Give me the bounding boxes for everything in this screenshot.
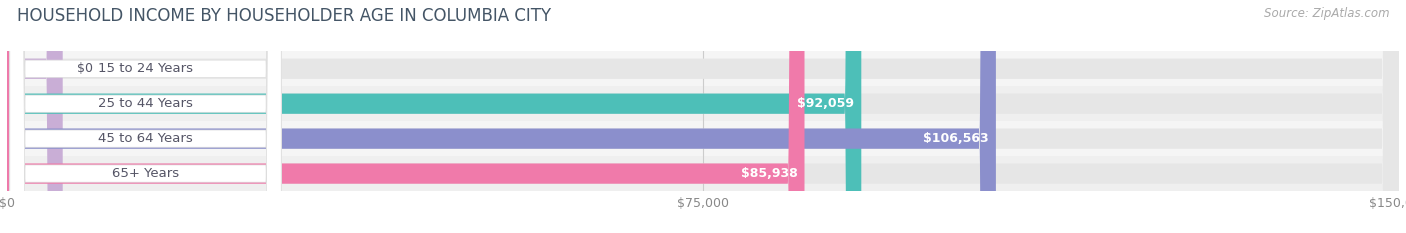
Text: $92,059: $92,059 [797, 97, 855, 110]
Text: $106,563: $106,563 [924, 132, 988, 145]
FancyBboxPatch shape [7, 0, 995, 233]
Bar [7, 51, 1399, 86]
Text: $0: $0 [77, 62, 93, 75]
FancyBboxPatch shape [10, 0, 281, 233]
FancyBboxPatch shape [7, 0, 1399, 233]
FancyBboxPatch shape [10, 0, 281, 233]
Text: $85,938: $85,938 [741, 167, 797, 180]
Bar [7, 156, 1399, 191]
FancyBboxPatch shape [7, 0, 862, 233]
Text: 65+ Years: 65+ Years [112, 167, 179, 180]
Text: 15 to 24 Years: 15 to 24 Years [98, 62, 193, 75]
FancyBboxPatch shape [7, 0, 804, 233]
Text: Source: ZipAtlas.com: Source: ZipAtlas.com [1264, 7, 1389, 20]
FancyBboxPatch shape [7, 0, 63, 233]
FancyBboxPatch shape [10, 0, 281, 233]
Bar [7, 86, 1399, 121]
Text: 45 to 64 Years: 45 to 64 Years [98, 132, 193, 145]
Bar [7, 121, 1399, 156]
FancyBboxPatch shape [7, 0, 1399, 233]
Text: HOUSEHOLD INCOME BY HOUSEHOLDER AGE IN COLUMBIA CITY: HOUSEHOLD INCOME BY HOUSEHOLDER AGE IN C… [17, 7, 551, 25]
Text: 25 to 44 Years: 25 to 44 Years [98, 97, 193, 110]
FancyBboxPatch shape [7, 0, 1399, 233]
FancyBboxPatch shape [7, 0, 1399, 233]
FancyBboxPatch shape [10, 0, 281, 233]
